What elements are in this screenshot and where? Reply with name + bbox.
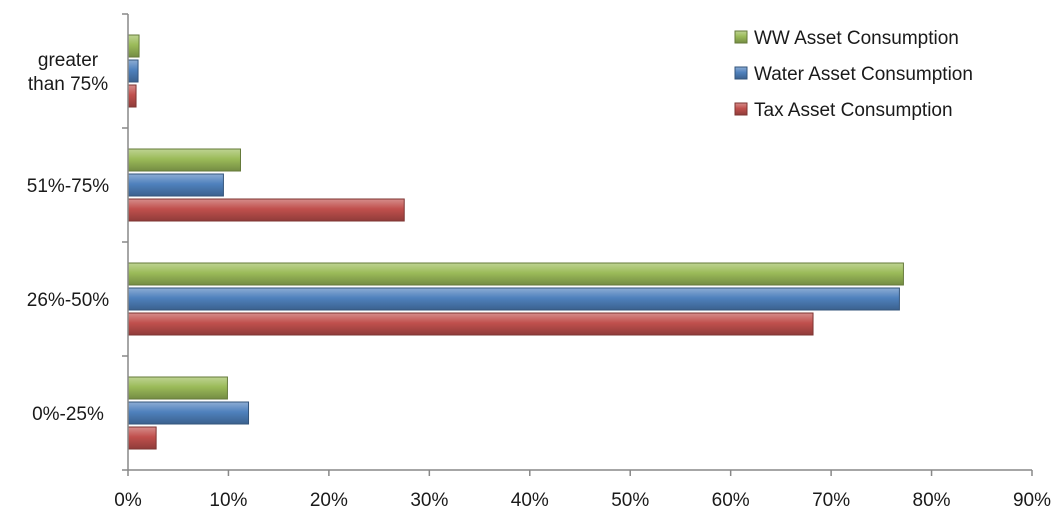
bar-water-asset-consumption-51-75- — [127, 173, 224, 197]
x-tick-label: 0% — [114, 490, 142, 511]
bar-water-asset-consumption-26-50- — [127, 287, 900, 311]
x-tick-label: 70% — [812, 490, 850, 511]
x-tick-label: 30% — [410, 490, 448, 511]
axes-layer: 0% 10% 20% 30% 40% 50% 60% 70% 80% 90% 0%-25% 26%-5… — [27, 13, 1051, 511]
bar-ww-asset-consumption-0-25- — [127, 376, 228, 400]
legend: WW Asset Consumption Water Asset Consumpt… — [734, 28, 973, 121]
legend-swatch — [734, 66, 748, 80]
y-tick-label: 26%-50% — [27, 290, 109, 311]
legend-item: Water Asset Consumption — [734, 64, 973, 85]
x-tick-label: 90% — [1013, 490, 1051, 511]
x-tick-label: 10% — [209, 490, 247, 511]
bar-water-asset-consumption-greater-than-75- — [127, 59, 139, 83]
bar-ww-asset-consumption-51-75- — [127, 148, 241, 172]
x-tick-label: 80% — [913, 490, 951, 511]
x-tick-label: 40% — [511, 490, 549, 511]
x-tick-label: 60% — [712, 490, 750, 511]
bars-layer — [127, 34, 904, 450]
y-tick-label: 51%-75% — [27, 176, 109, 197]
legend-swatch — [734, 102, 748, 116]
x-tick-label: 20% — [310, 490, 348, 511]
bar-tax-asset-consumption-51-75- — [127, 198, 405, 222]
y-tick-label: greater than 75% — [28, 50, 108, 95]
bar-water-asset-consumption-0-25- — [127, 401, 250, 425]
legend-swatch — [734, 30, 748, 44]
legend-item: Tax Asset Consumption — [734, 100, 953, 121]
legend-item: WW Asset Consumption — [734, 28, 959, 49]
legend-label: Tax Asset Consumption — [754, 100, 953, 121]
bar-ww-asset-consumption-greater-than-75- — [127, 34, 140, 58]
bar-tax-asset-consumption-greater-than-75- — [127, 84, 137, 108]
legend-label: Water Asset Consumption — [754, 64, 973, 85]
legend-label: WW Asset Consumption — [754, 28, 959, 49]
x-tick-label: 50% — [611, 490, 649, 511]
bar-tax-asset-consumption-26-50- — [127, 312, 814, 336]
y-tick-label: 0%-25% — [32, 404, 104, 425]
bar-ww-asset-consumption-26-50- — [127, 262, 904, 286]
bar-tax-asset-consumption-0-25- — [127, 426, 157, 450]
